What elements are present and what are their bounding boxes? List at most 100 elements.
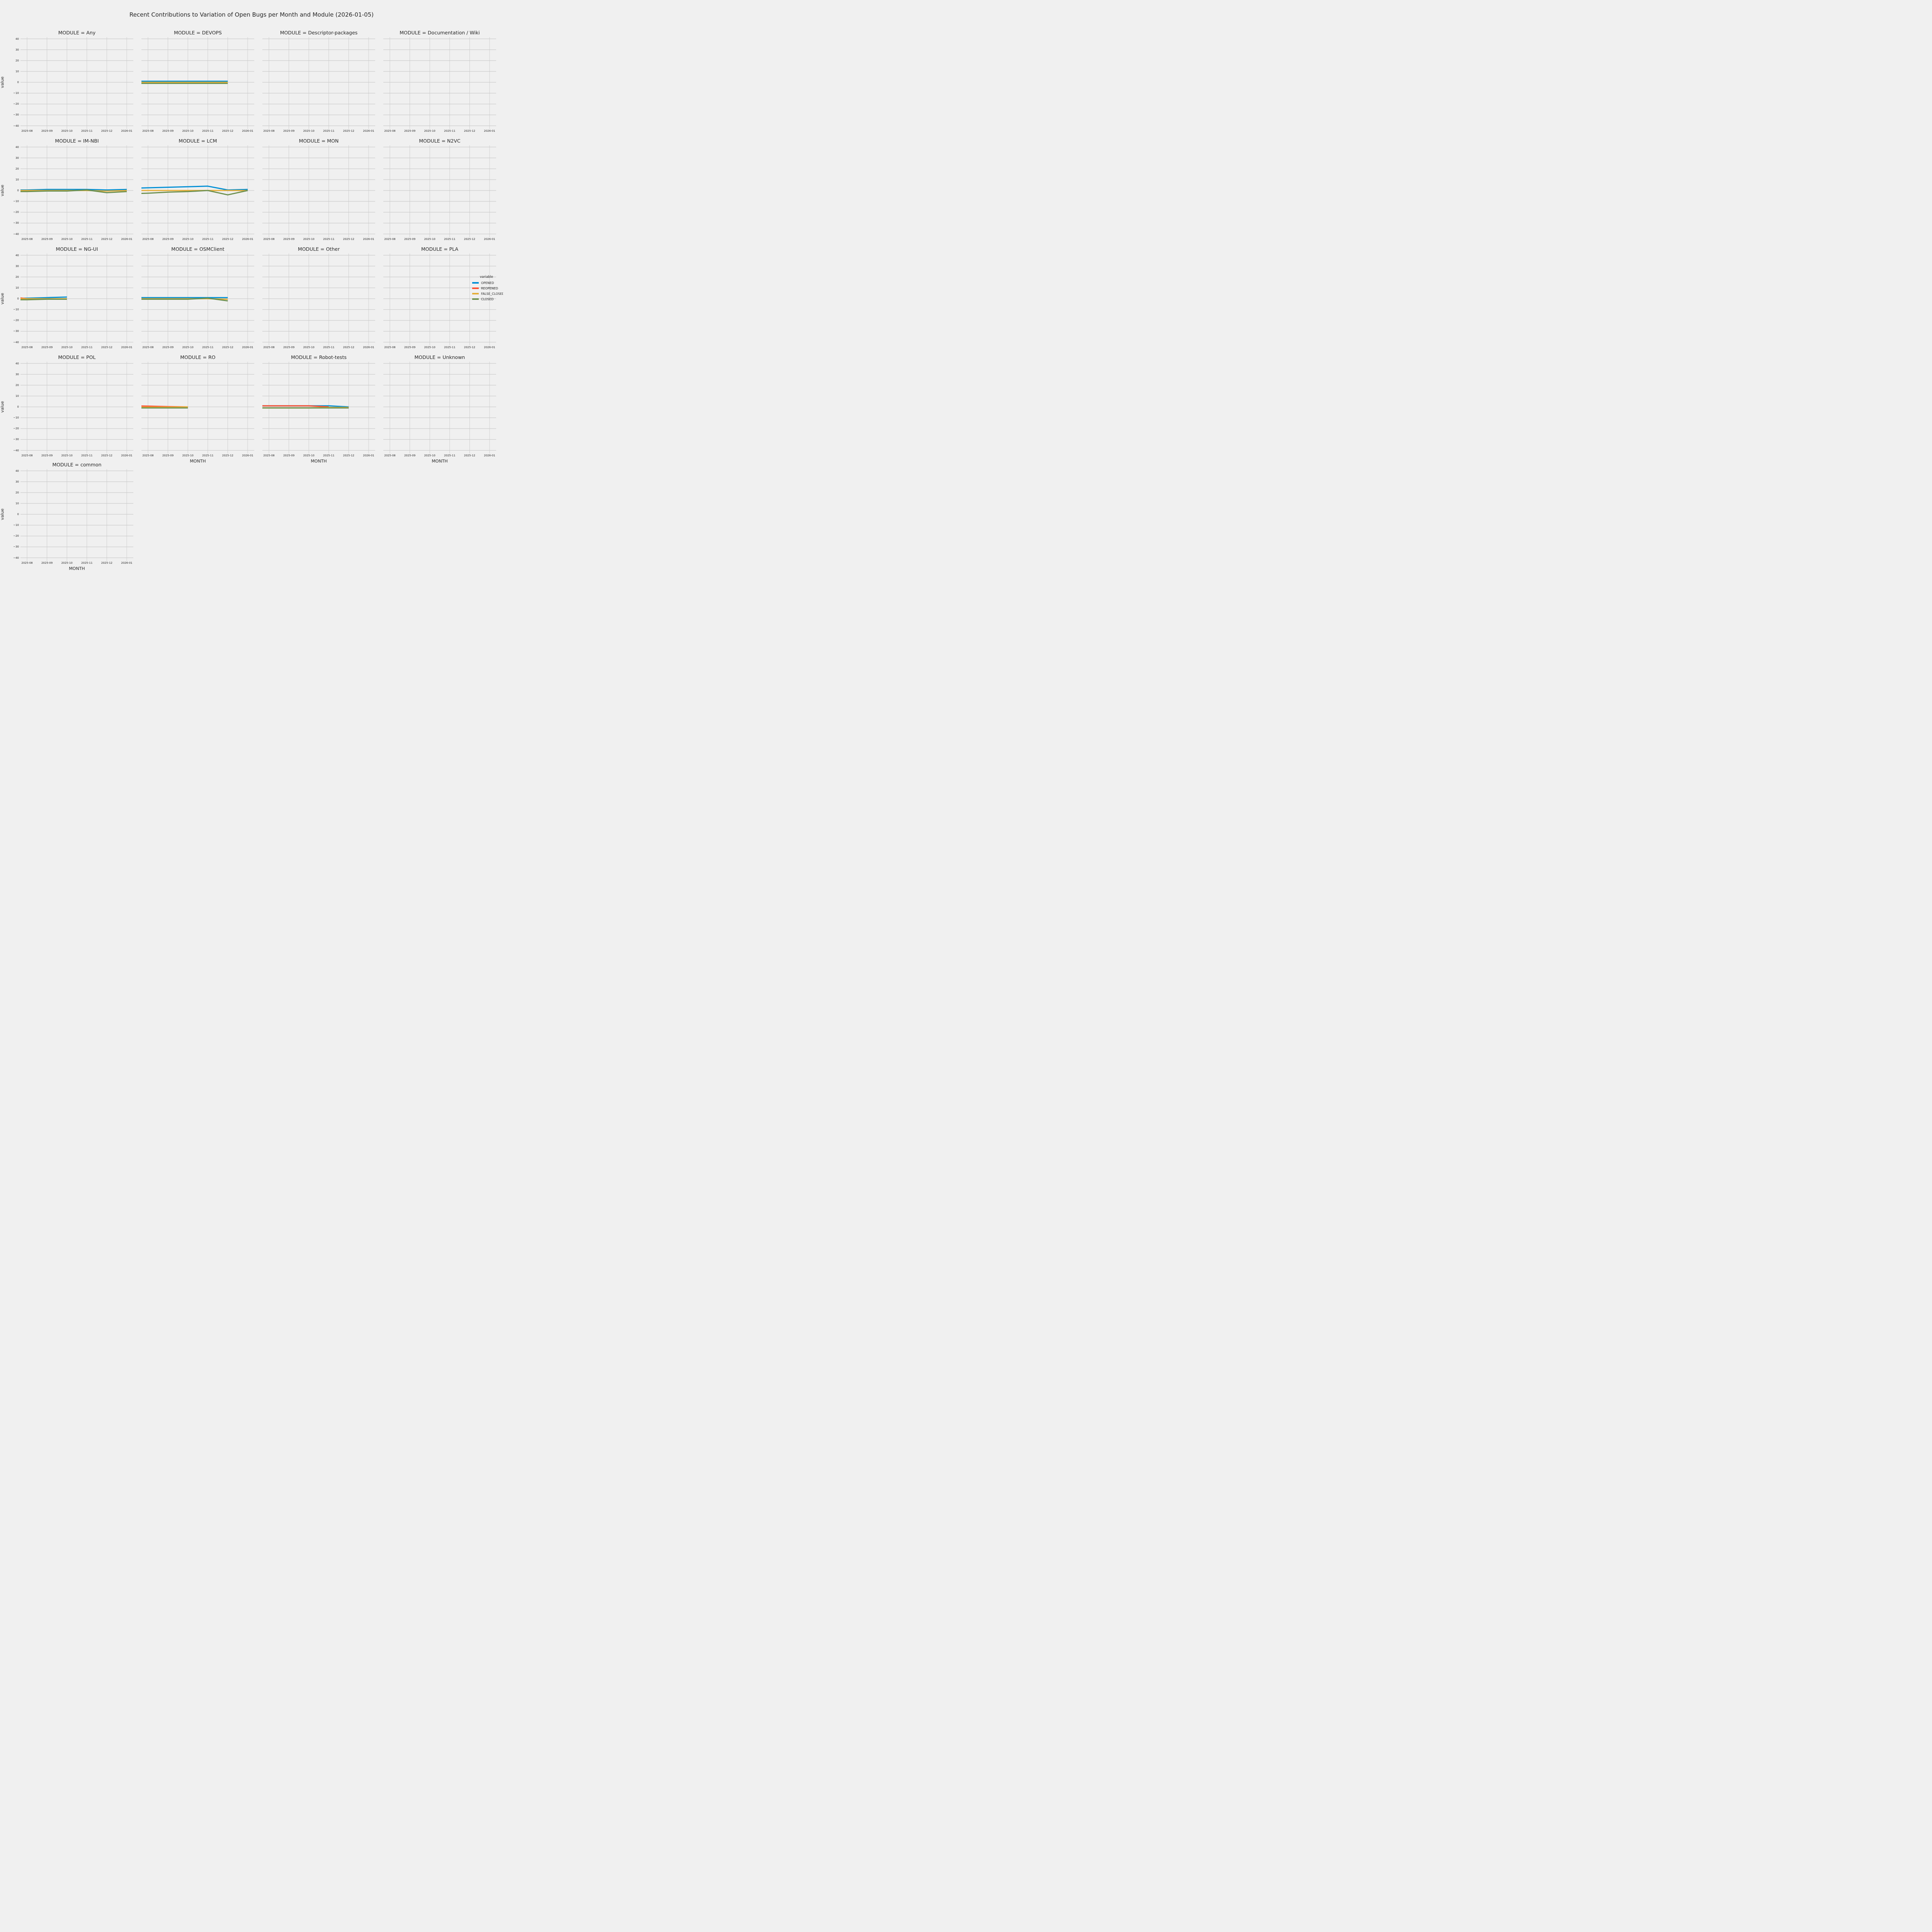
x-tick-label: 2025-10 bbox=[61, 238, 73, 241]
subplot-osmclient: MODULE = OSMClient 2025-08 2025-09 2025-10 2… bbox=[141, 246, 254, 349]
y-tick-label: −20 bbox=[13, 319, 19, 322]
subplot-title: MODULE = Any bbox=[58, 30, 96, 36]
x-tick-label: 2025-11 bbox=[81, 129, 93, 133]
x-tick-label: 2025-09 bbox=[41, 561, 53, 565]
subplot-robot-tests: MODULE = Robot-tests 2025-08 2025-09 2025-1… bbox=[262, 354, 375, 464]
line-opened bbox=[141, 185, 248, 191]
x-tick-label: 2025-12 bbox=[464, 129, 476, 133]
subplot-title: MODULE = Unknown bbox=[414, 354, 465, 360]
x-axis-label: MONTH bbox=[69, 566, 85, 571]
x-tick-label: 2025-08 bbox=[142, 238, 154, 241]
y-axis-label: value bbox=[0, 508, 5, 520]
legend-swatch-reopened bbox=[472, 287, 479, 289]
y-tick-label: −40 bbox=[13, 232, 19, 236]
legend-swatch-false-closed bbox=[472, 293, 479, 294]
y-tick-label: −40 bbox=[13, 340, 19, 344]
x-tick-label: 2025-11 bbox=[81, 454, 93, 457]
subplot-devops: MODULE = DEVOPS 2025-08 2025-09 2025-10 2025… bbox=[141, 30, 254, 133]
y-tick-label: 0 bbox=[17, 297, 19, 300]
x-tick-label: 2025-12 bbox=[101, 561, 113, 565]
x-tick-label: 2025-12 bbox=[222, 238, 234, 241]
line-closed bbox=[20, 189, 127, 194]
x-tick-label: 2025-10 bbox=[424, 454, 435, 457]
subplot-documentation-wiki: MODULE = Documentation / Wiki 2025-08 2025… bbox=[383, 30, 496, 133]
x-tick-label: 2025-08 bbox=[384, 346, 396, 349]
x-tick-label: 2025-11 bbox=[444, 346, 456, 349]
x-tick-label: 2025-10 bbox=[303, 129, 315, 133]
plot-area bbox=[20, 362, 133, 454]
x-tick-label: 2026-01 bbox=[363, 238, 374, 241]
y-tick-label: 30 bbox=[15, 48, 19, 51]
x-tick-label: 2026-01 bbox=[363, 129, 374, 133]
x-tick-label: 2025-12 bbox=[343, 346, 355, 349]
subplot-title: MODULE = common bbox=[52, 462, 102, 468]
subplot-title: MODULE = MON bbox=[299, 138, 339, 144]
y-tick-label: 0 bbox=[17, 189, 19, 192]
x-tick-label: 2026-01 bbox=[242, 129, 253, 133]
y-tick-label: −20 bbox=[13, 102, 19, 106]
x-tick-label: 2025-08 bbox=[142, 129, 154, 133]
x-tick-label: 2025-08 bbox=[21, 454, 33, 457]
subplot-mon: MODULE = MON 2025-08 2025-09 2025-10 2025-11… bbox=[262, 138, 375, 241]
y-tick-label: 40 bbox=[15, 145, 19, 149]
y-tick-label: 20 bbox=[15, 275, 19, 279]
x-tick-label: 2025-10 bbox=[303, 238, 315, 241]
plot-area bbox=[141, 37, 254, 129]
x-tick-label: 2025-11 bbox=[81, 561, 93, 565]
x-axis-label: MONTH bbox=[311, 459, 327, 464]
x-tick-label: 2025-10 bbox=[303, 454, 315, 457]
plot-area bbox=[383, 145, 496, 237]
y-tick-label: 20 bbox=[15, 491, 19, 494]
subplot-title: MODULE = OSMClient bbox=[171, 246, 224, 252]
x-tick-label: 2025-09 bbox=[162, 346, 174, 349]
y-tick-label: −30 bbox=[13, 438, 19, 441]
x-tick-label: 2025-12 bbox=[464, 454, 476, 457]
y-tick-label: 0 bbox=[17, 81, 19, 84]
plot-area bbox=[383, 37, 496, 129]
y-tick-label: 0 bbox=[17, 405, 19, 408]
plot-area bbox=[383, 253, 496, 345]
y-tick-label: 40 bbox=[15, 469, 19, 473]
subplot-title: MODULE = Other bbox=[298, 246, 340, 252]
x-tick-label: 2025-10 bbox=[303, 346, 315, 349]
plot-area bbox=[262, 37, 375, 129]
legend-label: REOPENED bbox=[481, 286, 498, 290]
subplot-pla: MODULE = PLA 2025-08 2025-09 2025-10 2025-11… bbox=[383, 246, 496, 349]
x-tick-label: 2025-10 bbox=[182, 454, 194, 457]
y-axis-label: value bbox=[0, 184, 5, 197]
plot-area bbox=[262, 145, 375, 237]
y-tick-label: 30 bbox=[15, 264, 19, 268]
figure: Recent Contributions to Variation of Ope… bbox=[0, 0, 503, 580]
plot-area bbox=[141, 253, 254, 345]
x-tick-label: 2025-11 bbox=[323, 129, 335, 133]
x-tick-label: 2025-11 bbox=[81, 238, 93, 241]
legend-item-opened: OPENED bbox=[472, 280, 503, 286]
subplot-other: MODULE = Other 2025-08 2025-09 2025-10 2025-… bbox=[262, 246, 375, 349]
subplot-lcm: MODULE = LCM 2025-08 2025-09 2025-10 2025-11… bbox=[141, 138, 254, 241]
y-tick-label: −10 bbox=[13, 524, 19, 527]
subplot-title: MODULE = Robot-tests bbox=[291, 354, 347, 360]
subplot-n2vc: MODULE = N2VC 2025-08 2025-09 2025-10 2025-1… bbox=[383, 138, 496, 241]
x-tick-label: 2025-12 bbox=[343, 238, 355, 241]
subplot-any: MODULE = Any 2025-08 2025-09 2025-10 2025-11… bbox=[0, 30, 133, 133]
x-tick-label: 2025-12 bbox=[101, 129, 113, 133]
y-tick-label: −20 bbox=[13, 211, 19, 214]
y-tick-label: 10 bbox=[15, 394, 19, 398]
subplot-ro: MODULE = RO 2025-08 2025-09 2025-10 2025-11 2… bbox=[141, 354, 254, 464]
x-tick-label: 2025-09 bbox=[283, 454, 295, 457]
y-tick-label: −40 bbox=[13, 449, 19, 452]
y-tick-label: 40 bbox=[15, 37, 19, 41]
x-tick-label: 2025-11 bbox=[444, 129, 456, 133]
y-tick-label: 40 bbox=[15, 253, 19, 257]
x-tick-label: 2026-01 bbox=[484, 454, 495, 457]
subplot-title: MODULE = DEVOPS bbox=[174, 30, 222, 36]
y-tick-label: 20 bbox=[15, 167, 19, 170]
legend-item-closed: CLOSED bbox=[472, 296, 503, 302]
x-tick-label: 2025-09 bbox=[162, 454, 174, 457]
x-tick-label: 2025-08 bbox=[21, 346, 33, 349]
plot-area bbox=[141, 362, 254, 454]
x-tick-label: 2025-12 bbox=[343, 129, 355, 133]
y-tick-label: −40 bbox=[13, 124, 19, 128]
subplot-title: MODULE = POL bbox=[58, 354, 96, 360]
legend-items: OPENED REOPENED FALSE_CLOSED CLOSED bbox=[472, 280, 503, 302]
